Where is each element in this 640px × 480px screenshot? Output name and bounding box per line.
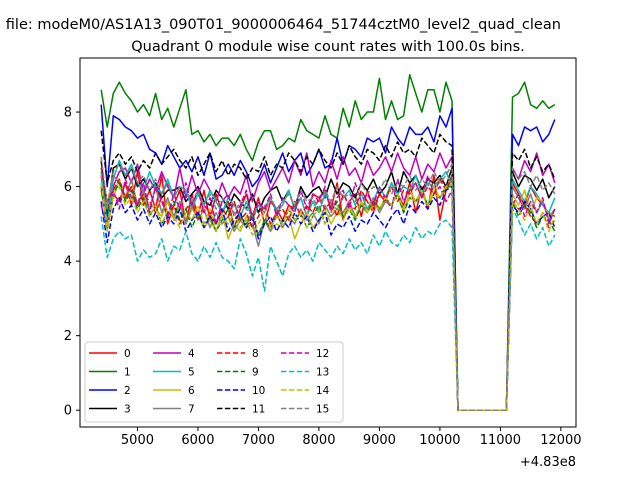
x-offset-label: +4.83e8: [520, 455, 576, 470]
x-tick-label: 7000: [242, 433, 275, 448]
legend-label: 15: [316, 404, 329, 416]
legend-label: 4: [188, 348, 195, 360]
y-tick-label: 8: [64, 106, 72, 121]
legend-label: 9: [252, 367, 259, 379]
series-line-14: [100, 182, 556, 411]
legend-label: 1: [124, 367, 131, 379]
legend-label: 5: [188, 367, 195, 379]
legend-label: 6: [188, 385, 195, 397]
legend-label: 7: [188, 404, 195, 416]
legend-label: 11: [252, 404, 265, 416]
plot-area: [100, 74, 556, 411]
y-tick-label: 6: [64, 180, 72, 195]
x-tick-label: 12000: [540, 433, 581, 448]
y-tick-label: 2: [64, 329, 72, 344]
legend-label: 13: [316, 367, 329, 379]
y-axis: 0 2 4 6 8: [64, 106, 80, 419]
chart-title: Quadrant 0 module wise count rates with …: [131, 39, 525, 55]
series-line-15: [100, 156, 556, 411]
legend-label: 14: [316, 385, 330, 397]
x-tick-label: 9000: [363, 433, 396, 448]
x-tick-label: 6000: [181, 433, 214, 448]
x-axis: 5000 6000 7000 8000 9000 10000 11000 12000: [121, 427, 582, 448]
legend-label: 3: [124, 404, 131, 416]
x-tick-label: 8000: [302, 433, 335, 448]
legend-label: 10: [252, 385, 265, 397]
legend-label: 12: [316, 348, 329, 360]
legend-label: 0: [124, 348, 131, 360]
x-tick-label: 11000: [480, 433, 521, 448]
legend-label: 2: [124, 385, 131, 397]
file-title: n file: modeM0/AS1A13_090T01_9000006464_…: [0, 17, 561, 33]
legend-box: [84, 341, 344, 423]
plot-frame: [79, 57, 577, 428]
y-tick-label: 0: [64, 404, 72, 419]
legend-label: 8: [252, 348, 259, 360]
x-tick-label: 10000: [419, 433, 460, 448]
x-tick-label: 5000: [121, 433, 154, 448]
y-tick-label: 4: [64, 255, 72, 270]
